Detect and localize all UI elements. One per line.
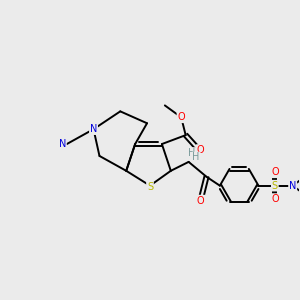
Text: H: H <box>188 148 195 158</box>
Text: N: N <box>58 139 66 149</box>
Text: O: O <box>271 194 279 204</box>
Text: N: N <box>289 181 296 191</box>
Text: O: O <box>197 145 204 155</box>
Text: S: S <box>147 182 153 192</box>
Text: O: O <box>177 112 185 122</box>
Text: O: O <box>197 196 204 206</box>
Text: O: O <box>271 167 279 177</box>
Text: N: N <box>90 124 97 134</box>
Text: S: S <box>272 181 278 191</box>
Text: H: H <box>192 152 200 162</box>
